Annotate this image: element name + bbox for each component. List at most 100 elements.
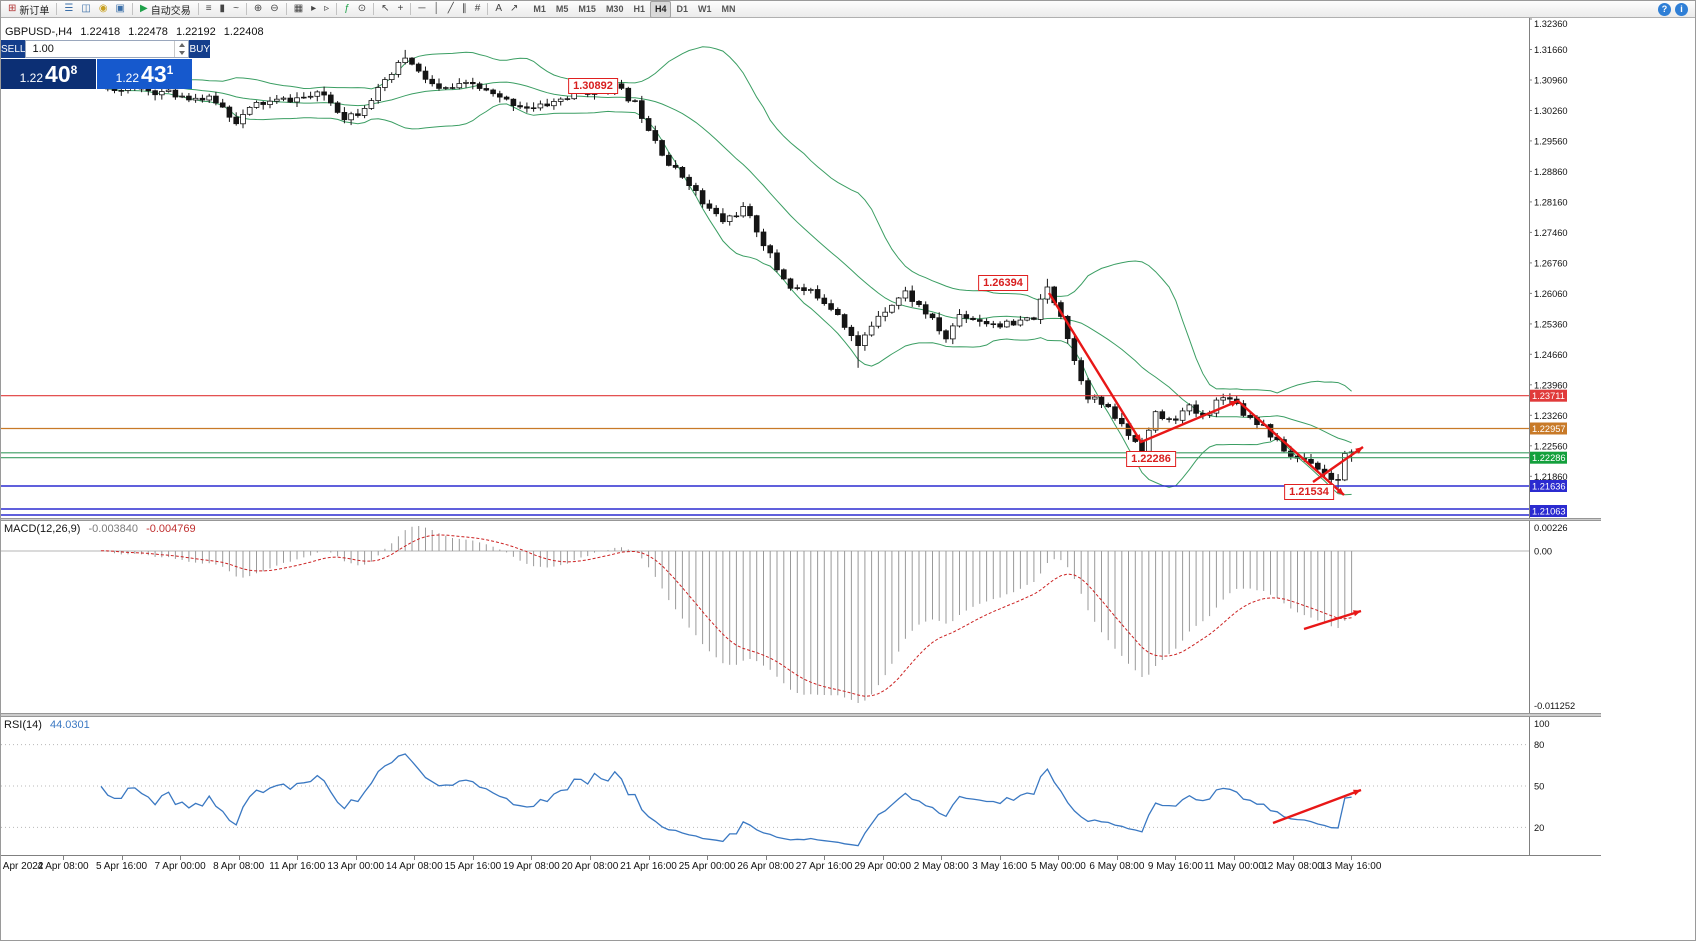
price-axis-label: 1.22560 xyxy=(1534,441,1568,451)
macd-trend-arrow[interactable] xyxy=(1303,609,1362,631)
arrow-head xyxy=(1353,789,1361,796)
panel-resize-handle[interactable] xyxy=(1,713,1601,717)
toolbar-separator xyxy=(197,3,199,15)
price-axis-label: 1.24660 xyxy=(1534,350,1568,360)
buy-price-display[interactable]: 1.22 43 1 xyxy=(97,59,192,89)
bar-chart-icon[interactable]: ≡ xyxy=(202,1,216,18)
macd-chart[interactable]: 0.00226 0.00 -0.011252 xyxy=(1,521,1601,713)
timeframe-button-m30[interactable]: M30 xyxy=(605,4,624,14)
timeframe-button-w1[interactable]: W1 xyxy=(698,4,712,14)
cycles-icon[interactable]: ⊙ xyxy=(354,1,370,18)
timeframe-button-h1[interactable]: H1 xyxy=(633,4,645,14)
time-tick xyxy=(1058,856,1060,860)
volume-input[interactable] xyxy=(26,41,175,57)
arrow-object-icon-glyph: ↗ xyxy=(510,3,519,14)
time-tick xyxy=(297,856,299,860)
time-tick xyxy=(238,856,240,860)
price-tag xyxy=(1530,389,1567,402)
candlestick-chart[interactable]: 1.32360 1.31660 1.30960 1.30260 1.29560 1.288… xyxy=(1,18,1601,518)
rsi-trend-arrow[interactable] xyxy=(1272,788,1362,825)
autotrade-button[interactable]: ▶ 自动交易 xyxy=(136,1,195,18)
time-tick xyxy=(63,856,64,860)
candlestick-chart-icon[interactable]: ▮ xyxy=(216,1,230,18)
equidistant-channel-icon-glyph: ∥ xyxy=(461,3,467,14)
candles-layer xyxy=(98,49,1355,491)
time-tick xyxy=(707,856,709,860)
zoom-out-icon[interactable]: ⊖ xyxy=(266,1,282,18)
panel-resize-handle[interactable] xyxy=(1,518,1601,521)
price-axis-label: 1.23260 xyxy=(1534,411,1568,421)
rsi-chart[interactable]: 100 80 50 20 xyxy=(1,717,1601,855)
crosshair-icon[interactable]: + xyxy=(394,1,408,18)
sell-price-pip: 8 xyxy=(70,62,78,77)
chart-shift-icon[interactable]: ▹ xyxy=(320,1,333,18)
arrow-object-icon[interactable]: ↗ xyxy=(506,1,522,18)
spinner-up-icon xyxy=(178,43,185,47)
macd-value: -0.003840 xyxy=(88,523,139,535)
fibonacci-icon[interactable]: # xyxy=(471,1,485,18)
time-axis-label: 7 Apr 00:00 xyxy=(154,861,206,872)
equidistant-channel-icon[interactable]: ∥ xyxy=(458,1,471,18)
timeframe-button-m1[interactable]: M1 xyxy=(533,4,546,14)
sell-price-big: 40 xyxy=(45,60,71,87)
trend-zigzag-line[interactable] xyxy=(1047,292,1345,496)
timeframe-button-d1[interactable]: D1 xyxy=(676,4,688,14)
bollinger-lower-band xyxy=(100,87,1352,496)
price-callout[interactable]: 1.21534 xyxy=(1284,484,1334,500)
auto-scroll-icon[interactable]: ▸ xyxy=(307,1,320,18)
tile-windows-icon[interactable]: ▦ xyxy=(290,1,307,18)
data-window-icon[interactable]: ◫ xyxy=(77,1,94,18)
price-axis-label: 1.25360 xyxy=(1534,319,1568,329)
terminal-icon[interactable]: ▣ xyxy=(112,1,129,18)
buy-button[interactable]: BUY xyxy=(189,40,211,58)
data-window-icon-glyph: ◫ xyxy=(81,3,91,14)
price-tag-label: 1.21063 xyxy=(1532,507,1566,517)
time-axis-label: 19 Apr 08:00 xyxy=(503,861,560,872)
horizontal-line-icon-glyph: ─ xyxy=(418,3,426,14)
time-axis-label: 2 May 08:00 xyxy=(913,861,969,872)
market-watch-icon[interactable]: ☰ xyxy=(60,1,77,18)
timeframe-button-m5[interactable]: M5 xyxy=(555,4,569,14)
time-axis-label: 25 Apr 00:00 xyxy=(678,861,736,872)
low-value: 1.22192 xyxy=(175,26,216,38)
vertical-line-icon[interactable]: │ xyxy=(429,1,443,18)
community-icon[interactable]: i xyxy=(1675,2,1688,16)
volume-decrease-button[interactable] xyxy=(175,49,188,57)
time-tick xyxy=(589,856,591,860)
horizontal-line-icon[interactable]: ─ xyxy=(414,1,429,18)
navigator-icon[interactable]: ◉ xyxy=(95,1,112,18)
main-toolbar: ⊞ 新订单 ☰ ◫ ◉ ▣ ▶ 自动交易 ≡ ▮ ~ ⊕ ⊖ ▦ ▸ ▹ ƒ ⊙ ↖ + ─ │ ╱ ∥ # A ↗ M1 M5 M15 M… xyxy=(1,1,1695,18)
indicators-icon[interactable]: ƒ xyxy=(340,1,354,18)
help-icon[interactable]: ? xyxy=(1658,2,1671,16)
price-tag-label: 1.22957 xyxy=(1532,424,1566,434)
trend-annotations[interactable] xyxy=(1047,292,1364,496)
timeframe-button-mn[interactable]: MN xyxy=(721,4,736,14)
time-axis-label: 12 May 08:00 xyxy=(1262,861,1323,872)
zoom-out-icon-glyph: ⊖ xyxy=(270,3,279,14)
sell-button[interactable]: SELL xyxy=(1,40,26,58)
time-tick xyxy=(999,856,1001,860)
sell-price-display[interactable]: 1.22 40 8 xyxy=(1,59,96,89)
time-axis-label: 15 Apr 16:00 xyxy=(444,861,502,872)
price-axis[interactable]: 1.32360 1.31660 1.30960 1.30260 1.29560 1.288… xyxy=(1529,18,1568,518)
timeframe-button-h4[interactable]: H4 xyxy=(649,1,672,18)
time-tick xyxy=(1175,856,1177,860)
volume-increase-button[interactable] xyxy=(175,41,188,49)
trade-controls-row: SELL BUY xyxy=(1,40,211,58)
time-axis-label: 5 May 00:00 xyxy=(1030,861,1086,872)
text-label-icon[interactable]: A xyxy=(491,1,506,18)
time-tick xyxy=(1292,856,1294,860)
zoom-in-icon[interactable]: ⊕ xyxy=(250,1,266,18)
crosshair-icon-glyph: + xyxy=(397,3,404,14)
price-callout[interactable]: 1.26394 xyxy=(978,275,1028,291)
trendline-icon[interactable]: ╱ xyxy=(444,1,458,18)
timeframe-button-m15[interactable]: M15 xyxy=(578,4,596,14)
price-callout[interactable]: 1.30892 xyxy=(568,78,618,94)
new-order-button[interactable]: ⊞ 新订单 xyxy=(4,1,53,18)
price-axis-label: 1.30260 xyxy=(1534,106,1568,116)
line-chart-icon[interactable]: ~ xyxy=(229,1,243,18)
cursor-icon[interactable]: ↖ xyxy=(377,1,393,18)
trend-arrow[interactable] xyxy=(1312,446,1364,483)
price-callout[interactable]: 1.22286 xyxy=(1126,451,1176,467)
